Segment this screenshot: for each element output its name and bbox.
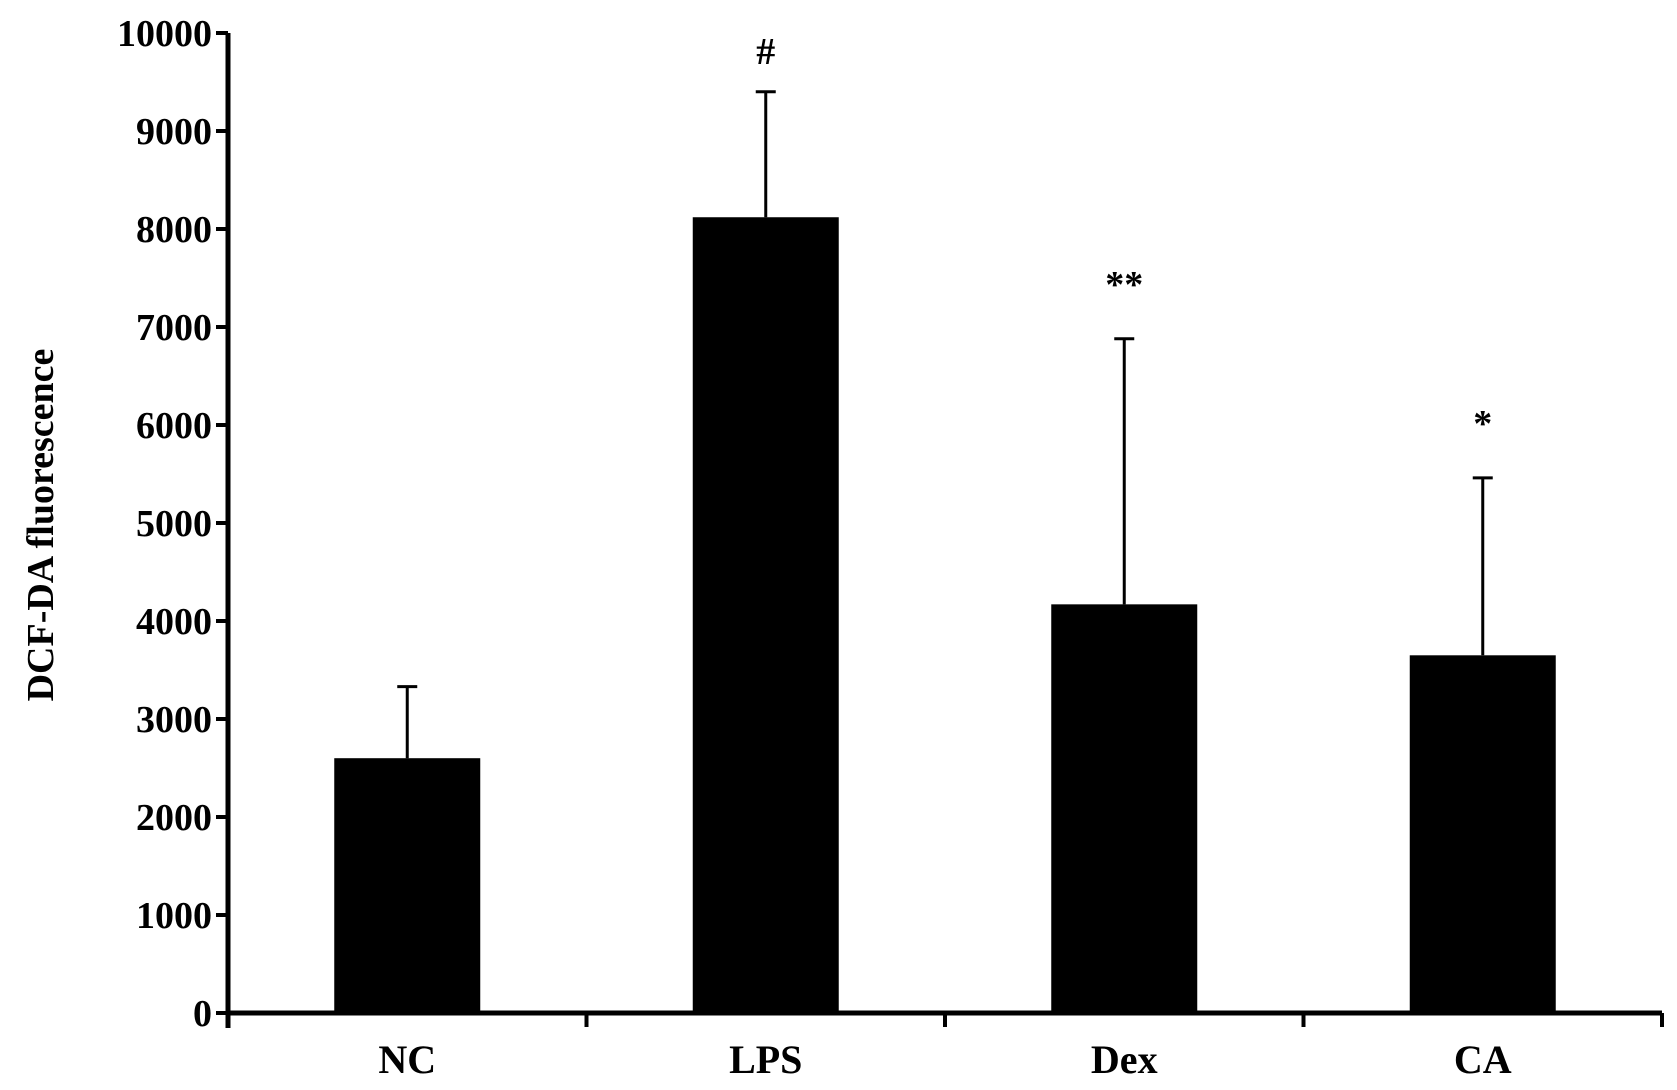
- y-tick-label: 10000: [117, 13, 212, 55]
- x-tick-label: CA: [1454, 1037, 1512, 1082]
- y-tick-label: 2000: [136, 797, 212, 839]
- y-tick-label: 5000: [136, 503, 212, 545]
- y-tick-label: 3000: [136, 699, 212, 741]
- significance-label: *: [1473, 403, 1492, 445]
- y-tick-label: 8000: [136, 209, 212, 251]
- bar: [1409, 655, 1556, 1013]
- y-tick-label: 0: [193, 993, 212, 1035]
- y-axis-label: DCF-DA fluorescence: [20, 349, 62, 702]
- y-tick-label: 4000: [136, 601, 212, 643]
- bar: [334, 758, 481, 1013]
- x-tick-label: Dex: [1091, 1037, 1158, 1082]
- significance-label: **: [1105, 264, 1143, 306]
- x-tick-label: LPS: [729, 1037, 802, 1082]
- y-tick-label: 1000: [136, 895, 212, 937]
- y-tick-label: 7000: [136, 307, 212, 349]
- y-tick-label: 9000: [136, 111, 212, 153]
- x-tick-label: NC: [378, 1037, 436, 1082]
- bar: [692, 217, 839, 1014]
- bar: [1051, 604, 1198, 1013]
- y-tick-label: 6000: [136, 405, 212, 447]
- significance-label: #: [756, 31, 775, 73]
